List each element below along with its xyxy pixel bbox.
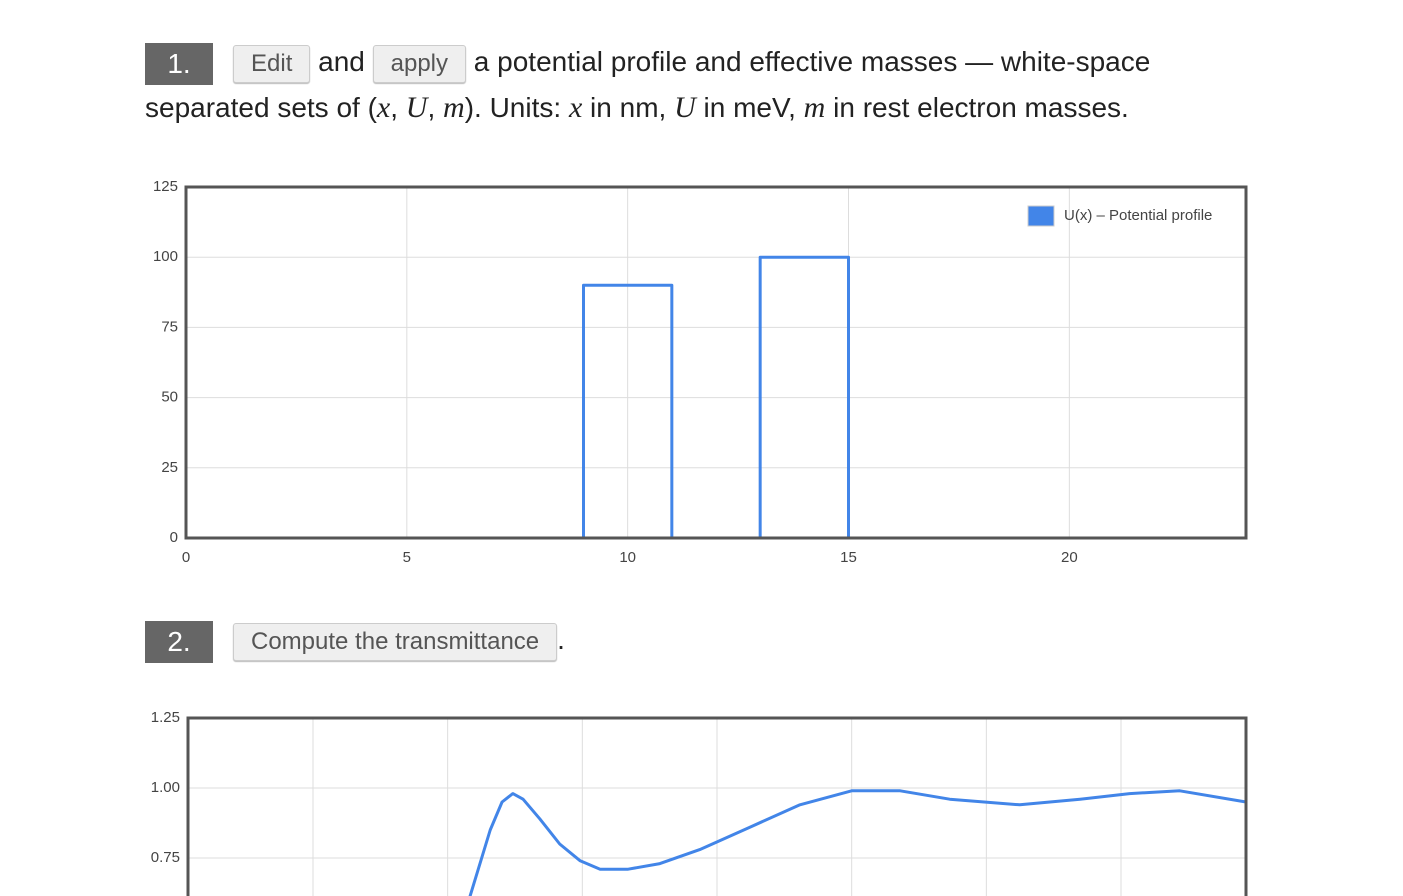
legend-swatch (1027, 205, 1055, 227)
text: a potential profile and effective masses… (473, 46, 1151, 77)
edit-button[interactable]: Edit (233, 44, 311, 83)
text: separated sets of ( (145, 92, 377, 123)
line (468, 789, 1247, 896)
x-tick-label: 15 (840, 549, 857, 566)
step-number: 1. (145, 42, 213, 85)
plot-frame (186, 716, 1248, 896)
y-tick-label: 50 (161, 389, 178, 406)
y-tick-label: 1.00 (151, 779, 180, 796)
legend-label: U(x) – Potential profile (1064, 207, 1212, 224)
text: and (318, 46, 365, 77)
step-1: 1. Edit and apply a potential profile and… (145, 39, 1150, 131)
text: , (427, 92, 444, 123)
y-tick-label: 125 (153, 178, 178, 195)
y-tick-label: 0.75 (151, 849, 180, 866)
step-2: 2. Compute the transmittance. (145, 617, 565, 663)
text (310, 46, 318, 77)
step-number: 2. (145, 620, 213, 663)
plot-frame (184, 185, 1248, 540)
text: in nm, (582, 92, 675, 123)
math: U (674, 91, 696, 124)
x-tick-label: 10 (619, 549, 636, 566)
math: m (803, 91, 826, 124)
x-tick-label: 5 (403, 549, 411, 566)
math: x (376, 91, 391, 124)
apply-button[interactable]: apply (372, 44, 467, 83)
x-tick-label: 0 (182, 549, 190, 566)
y-tick-label: 100 (153, 248, 178, 265)
y-tick-label: 1.25 (151, 709, 180, 726)
math: U (405, 91, 428, 124)
x-tick-label: 20 (1061, 549, 1078, 566)
text: ). Units: (464, 92, 569, 123)
y-tick-label: 25 (161, 459, 178, 476)
y-tick-label: 75 (161, 318, 178, 335)
y-tick-label: 0 (170, 529, 178, 546)
text: in meV, (695, 92, 804, 123)
compute-button[interactable]: Compute the transmittance (233, 622, 558, 661)
text: in rest electron masses. (825, 92, 1129, 123)
text: . (557, 624, 565, 655)
math: m (443, 91, 465, 124)
math: x (568, 91, 583, 124)
plot-area (186, 187, 1246, 538)
text: , (390, 92, 406, 123)
